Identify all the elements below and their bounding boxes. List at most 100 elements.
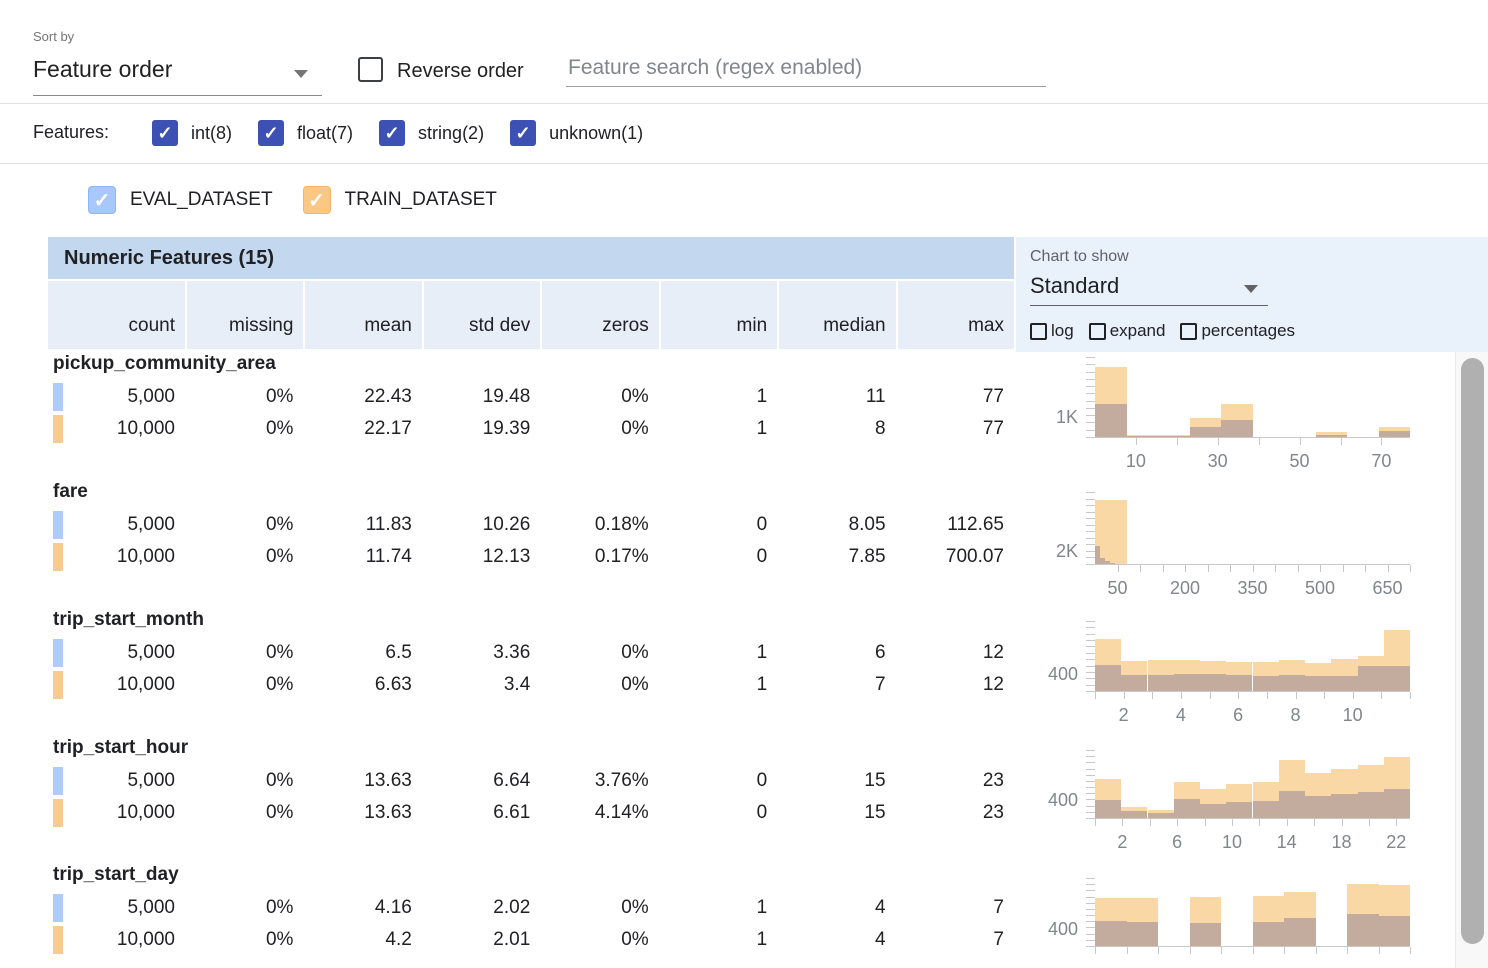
x-axis-tick-label: 10: [1221, 832, 1243, 852]
overlap-bar: [1315, 435, 1347, 437]
column-header-std-dev: std dev: [423, 281, 541, 349]
column-header-mean: mean: [305, 281, 422, 349]
chart-option-expand[interactable]: expand: [1088, 321, 1165, 341]
checkbox-checked-icon[interactable]: ✓: [152, 120, 178, 146]
x-axis-tick-label: 10: [1125, 451, 1146, 471]
dataset-name: TRAIN_DATASET: [344, 189, 497, 210]
x-axis-tick: [1381, 692, 1383, 699]
x-axis-line: [1088, 437, 1410, 438]
chevron-down-icon: [1244, 285, 1258, 293]
stat-value: 0%: [621, 929, 649, 950]
stat-value: 10,000: [116, 929, 175, 950]
feature-name: fare: [53, 481, 88, 502]
stat-value: 4.14%: [594, 802, 649, 823]
y-axis-tick: [1086, 430, 1095, 431]
checkbox-checked-icon[interactable]: ✓: [510, 120, 537, 146]
stat-row: 10,000 0% 6.63 3.4 0% 1 7 12: [48, 670, 1014, 700]
stat-value: 700.07: [945, 546, 1004, 567]
stat-row: 10,000 0% 4.2 2.01 0% 1 4 7: [48, 925, 1014, 955]
stat-value: 23: [982, 770, 1004, 791]
overlap-bar: [1095, 921, 1127, 946]
y-axis-tick: [1086, 372, 1095, 373]
y-axis-tick: [1086, 364, 1095, 365]
checkbox-unchecked-icon[interactable]: [1030, 322, 1047, 340]
checkbox-checked-icon[interactable]: ✓: [379, 120, 406, 146]
y-axis-tick: [1086, 627, 1095, 628]
dataset-swatch: [53, 543, 63, 571]
stat-value: 0: [756, 770, 768, 791]
x-axis-tick-label: 10: [1342, 705, 1363, 725]
feature-stats-body: pickup_community_area 5,000 0% 22.43 19.48 0%…: [48, 352, 1014, 968]
x-axis-tick: [1266, 692, 1268, 699]
checkbox-checked-icon[interactable]: ✓: [258, 120, 285, 146]
scrollbar-thumb[interactable]: [1461, 358, 1484, 944]
feature-type-filter[interactable]: ✓ string(2): [379, 120, 484, 146]
x-axis-tick: [1149, 819, 1151, 826]
feature-type-filter[interactable]: ✓ float(7): [258, 120, 353, 146]
stat-row: 5,000 0% 4.16 2.02 0% 1 4 7: [48, 893, 1014, 923]
stat-value: 6.63: [374, 674, 412, 695]
dataset-legend-item[interactable]: ✓ EVAL_DATASET: [88, 186, 273, 214]
x-axis-tick: [1135, 438, 1137, 445]
stat-value: 22.17: [364, 418, 412, 439]
stat-value: 5,000: [127, 770, 175, 791]
overlap-bar: [1305, 676, 1332, 691]
chart-type-select[interactable]: Standard: [1030, 273, 1268, 306]
stat-value: 0%: [265, 770, 294, 791]
stat-value: 12: [982, 674, 1004, 695]
stat-value: 1: [756, 642, 768, 663]
y-axis-tick: [1086, 492, 1095, 493]
stat-value: 1: [756, 418, 768, 439]
x-axis-tick-label: 22: [1386, 832, 1407, 852]
stat-value: 11: [865, 386, 886, 407]
dataset-legend-item[interactable]: ✓ TRAIN_DATASET: [302, 186, 497, 214]
y-axis-tick: [1086, 386, 1095, 387]
checkbox-checked-icon[interactable]: ✓: [88, 186, 116, 214]
x-axis-tick-label: 50: [1107, 578, 1128, 598]
overlap-bar: [1226, 802, 1253, 818]
overlap-bar: [1347, 914, 1379, 946]
x-axis-tick: [1095, 947, 1096, 954]
stat-value: 19.39: [482, 418, 531, 439]
y-axis-tick: [1086, 379, 1095, 380]
stat-value: 0%: [621, 386, 649, 407]
x-axis-tick: [1320, 565, 1321, 572]
vertical-scrollbar[interactable]: [1455, 352, 1488, 968]
x-axis-tick-label: 200: [1169, 578, 1201, 598]
overlap-bar: [1189, 923, 1221, 946]
stat-value: 0%: [265, 897, 294, 918]
x-axis-tick: [1381, 438, 1383, 445]
y-axis-tick: [1086, 769, 1095, 770]
chart-option-log[interactable]: log: [1030, 321, 1074, 341]
chart-option-percentages[interactable]: percentages: [1180, 321, 1295, 341]
stat-value: 0%: [265, 386, 294, 407]
stat-value: 12: [982, 642, 1004, 663]
overlap-bar: [1331, 794, 1358, 818]
x-axis-tick-label: 18: [1331, 832, 1352, 852]
y-axis-tick: [1086, 781, 1095, 782]
stat-values: 5,000 0% 13.63 6.64 3.76% 0 15 23: [48, 766, 1014, 796]
x-axis-tick: [1095, 692, 1096, 699]
checkbox-unchecked-icon[interactable]: [1180, 322, 1198, 340]
feature-search-input[interactable]: [566, 56, 1046, 87]
feature-type-filter[interactable]: ✓ int(8): [152, 120, 232, 146]
stat-value: 0%: [621, 418, 649, 439]
feature-type-filter[interactable]: ✓ unknown(1): [510, 120, 643, 146]
overlap-bar: [1305, 796, 1332, 818]
y-axis-tick: [1086, 884, 1095, 885]
x-axis-tick: [1368, 819, 1370, 826]
x-axis-tick: [1324, 692, 1326, 699]
checkbox-checked-icon[interactable]: ✓: [302, 186, 331, 214]
reverse-order-checkbox[interactable]: [358, 57, 383, 82]
x-axis-tick: [1410, 692, 1411, 699]
x-axis-tick: [1152, 692, 1154, 699]
stat-value: 0%: [265, 802, 294, 823]
checkbox-unchecked-icon[interactable]: [1088, 322, 1106, 340]
overlap-bar: [1173, 674, 1201, 691]
column-header-max: max: [897, 281, 1014, 349]
x-axis-tick: [1217, 438, 1219, 445]
sort-by-select[interactable]: Feature order: [33, 56, 322, 96]
x-axis-tick: [1258, 438, 1260, 445]
y-axis-tick: [1086, 750, 1095, 751]
